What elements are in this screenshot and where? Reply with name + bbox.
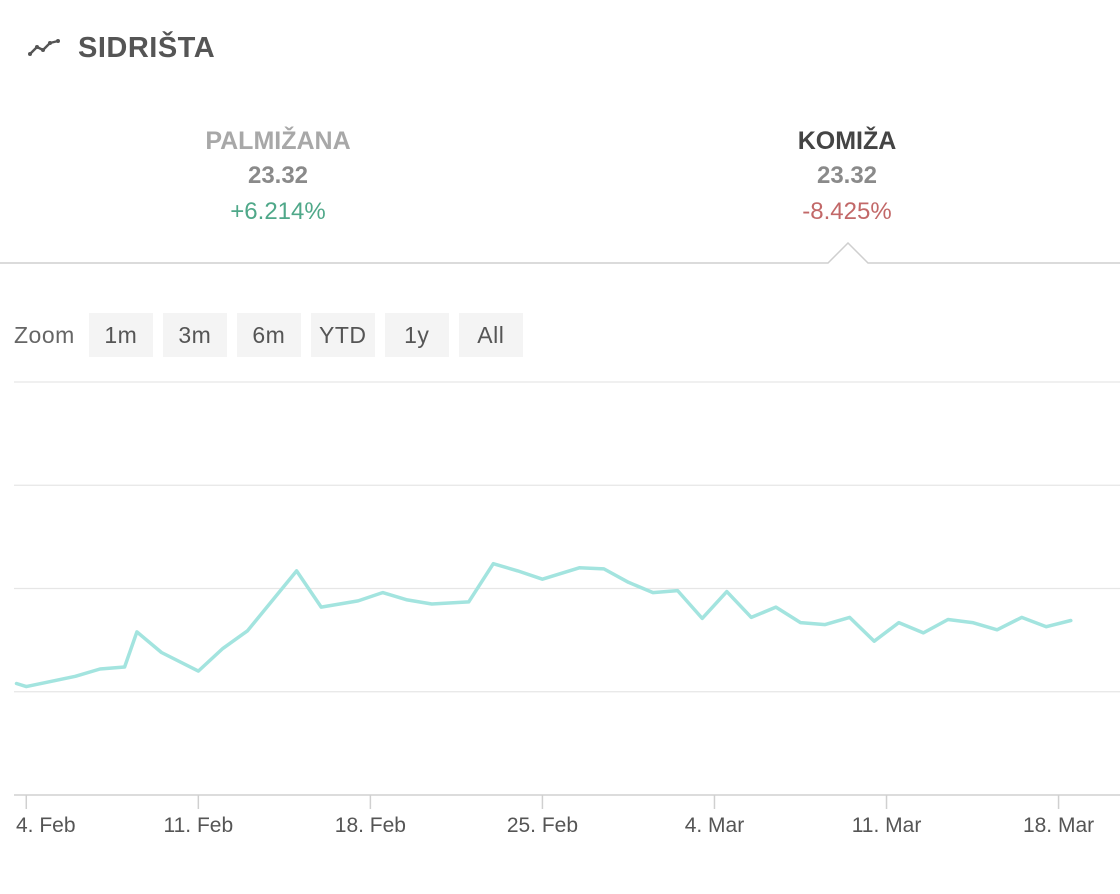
zoom-6m-button[interactable]: 6m — [236, 313, 301, 357]
x-tick-label: 11. Feb — [164, 814, 234, 837]
data-point[interactable] — [920, 630, 926, 636]
stat-tab-palmizana[interactable]: PALMIŽANA 23.32 +6.214% — [128, 124, 428, 230]
x-tick-label: 11. Mar — [852, 814, 922, 837]
zoom-bar: Zoom 1m 3m 6m YTD 1y All — [14, 313, 533, 357]
chart-header: SIDRIŠTA — [28, 28, 215, 68]
data-point[interactable] — [601, 566, 607, 572]
data-point[interactable] — [380, 590, 386, 596]
stat-change: +6.214% — [230, 198, 326, 225]
series-line — [14, 561, 1073, 689]
stat-value: 23.32 — [816, 162, 878, 189]
data-point[interactable] — [14, 681, 20, 687]
data-point[interactable] — [699, 615, 705, 621]
data-point[interactable] — [945, 617, 951, 623]
data-point[interactable] — [245, 628, 251, 634]
data-point[interactable] — [1068, 618, 1074, 624]
line-chart-icon — [28, 39, 60, 57]
zoom-label: Zoom — [14, 321, 75, 348]
data-point[interactable] — [798, 620, 804, 626]
zoom-ytd-button[interactable]: YTD — [310, 313, 375, 357]
data-point[interactable] — [48, 678, 54, 684]
data-point[interactable] — [515, 568, 521, 574]
stat-value: 23.32 — [247, 162, 309, 189]
data-point[interactable] — [355, 598, 361, 604]
data-point[interactable] — [625, 579, 631, 585]
data-point[interactable] — [159, 650, 165, 656]
data-point[interactable] — [539, 576, 545, 582]
data-point[interactable] — [1043, 624, 1049, 630]
data-point[interactable] — [994, 627, 1000, 633]
data-point[interactable] — [429, 601, 435, 607]
data-point[interactable] — [97, 666, 103, 672]
data-point[interactable] — [490, 561, 496, 567]
data-point[interactable] — [896, 620, 902, 626]
data-point[interactable] — [122, 664, 128, 670]
tab-divider — [0, 242, 1120, 264]
page-title: SIDRIŠTA — [78, 31, 216, 64]
data-point[interactable] — [871, 638, 877, 644]
data-point[interactable] — [23, 684, 29, 690]
data-point[interactable] — [773, 604, 779, 610]
data-point[interactable] — [134, 629, 140, 635]
x-tick-label: 4. Mar — [685, 814, 745, 837]
stat-change: -8.425% — [802, 198, 892, 225]
zoom-3m-button[interactable]: 3m — [162, 313, 227, 357]
data-point[interactable] — [1019, 614, 1025, 620]
data-point[interactable] — [822, 622, 828, 628]
x-tick-label: 18. Feb — [335, 814, 406, 837]
data-point[interactable] — [675, 588, 681, 594]
stat-tab-komiza[interactable]: KOMIŽA 23.32 -8.425% — [697, 124, 997, 230]
data-point[interactable] — [72, 673, 78, 679]
data-point[interactable] — [847, 614, 853, 620]
x-tick-label: 18. Mar — [1023, 814, 1094, 837]
data-point[interactable] — [970, 620, 976, 626]
data-point[interactable] — [748, 614, 754, 620]
data-point[interactable] — [318, 604, 324, 610]
zoom-1m-button[interactable]: 1m — [88, 313, 153, 357]
x-tick-label: 4. Feb — [16, 814, 76, 837]
data-point[interactable] — [650, 590, 656, 596]
data-point[interactable] — [576, 565, 582, 571]
line-chart: 4. Feb 11. Feb 18. Feb 25. Feb 4. Mar 11. Mar… — [14, 381, 1120, 837]
data-point[interactable] — [294, 568, 300, 574]
stat-name: KOMIŽA — [797, 127, 897, 155]
data-point[interactable] — [724, 589, 730, 595]
data-point[interactable] — [404, 597, 410, 603]
data-point[interactable] — [195, 668, 201, 674]
x-tick-label: 25. Feb — [507, 814, 578, 837]
stat-name: PALMIŽANA — [205, 127, 351, 155]
zoom-1y-button[interactable]: 1y — [384, 313, 449, 357]
zoom-all-button[interactable]: All — [458, 313, 523, 357]
data-point[interactable] — [466, 599, 472, 605]
data-point[interactable] — [220, 645, 226, 651]
